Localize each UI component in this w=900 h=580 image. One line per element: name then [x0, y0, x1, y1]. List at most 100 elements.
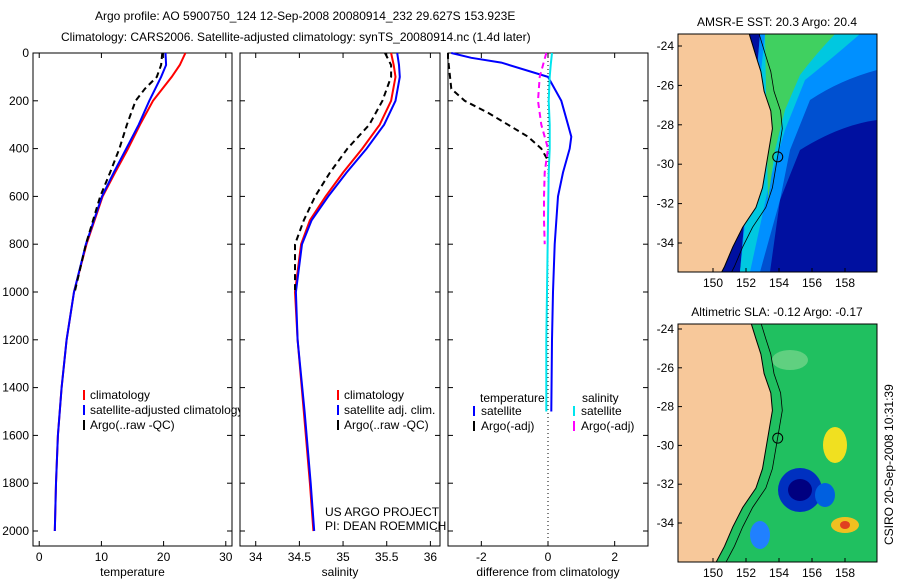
lat-tick-label: -26	[657, 78, 675, 92]
lat-tick-label: -28	[657, 400, 675, 414]
lat-tick-label: -24	[657, 39, 675, 53]
series-line-satellite-adjusted-climatology	[53, 52, 168, 532]
eddy-warm-core	[840, 521, 850, 529]
lon-tick-label: 158	[835, 566, 855, 580]
series-line-salinity-satellite	[545, 52, 553, 412]
map-sst-title: AMSR-E SST: 20.3 Argo: 20.4	[697, 15, 857, 29]
x-tick-label: 2	[611, 550, 618, 564]
x-tick-label: 30	[219, 550, 233, 564]
eddy-cold-3	[750, 521, 770, 549]
x-axis-label: salinity	[322, 565, 359, 579]
legend-entry: climatology	[90, 388, 150, 402]
lat-tick-label: -24	[657, 322, 675, 336]
map-content	[678, 324, 877, 562]
x-tick-label: 35.5	[375, 550, 399, 564]
legend-title-salinity: salinity	[582, 391, 619, 405]
lat-tick-label: -34	[657, 236, 675, 250]
credit-label: CSIRO 20-Sep-2008 10:31:39	[882, 384, 896, 545]
legend-swatch	[573, 421, 575, 431]
y-tick-label: 600	[9, 189, 29, 203]
map-frame	[677, 323, 878, 563]
lat-tick-label: -26	[657, 361, 675, 375]
ocean-warmest	[765, 34, 835, 200]
legend-swatch	[473, 421, 475, 431]
series-line-temperature-satellite	[451, 52, 573, 412]
x-tick-label: 0	[545, 550, 552, 564]
x-tick-label: 0	[36, 550, 43, 564]
lon-tick-label: 154	[769, 566, 789, 580]
y-tick-label: 200	[9, 94, 29, 108]
y-tick-label: 1600	[2, 428, 29, 442]
axes-box	[239, 52, 441, 547]
legend-entry: Argo(-adj)	[481, 419, 534, 433]
legend-entry: climatology	[344, 388, 404, 402]
y-tick-label: 1800	[2, 476, 29, 490]
legend-swatch	[83, 420, 85, 430]
isobath	[731, 34, 783, 272]
axes-box	[447, 52, 649, 547]
y-tick-label: 1200	[2, 333, 29, 347]
eddy-cold-2	[815, 483, 835, 507]
legend-entry: satellite-adjusted climatology	[90, 403, 243, 417]
y-tick-label: 1400	[2, 381, 29, 395]
y-tick-label: 400	[9, 142, 29, 156]
title-line-2: Climatology: CARS2006. Satellite-adjuste…	[61, 30, 531, 44]
plots-group: 0 10 20 30020040060080010001200140016001800…	[2, 33, 878, 580]
map-sla-title: Altimetric SLA: -0.12 Argo: -0.17	[691, 305, 863, 319]
legend-swatch	[573, 406, 575, 416]
lon-tick-label: 152	[736, 566, 756, 580]
lon-tick-label: 158	[835, 276, 855, 290]
lon-tick-label: 150	[703, 276, 723, 290]
legend-entry: satellite	[481, 404, 522, 418]
lat-tick-label: -30	[657, 438, 675, 452]
series-line-argo-raw-qc-	[73, 52, 164, 293]
lat-tick-label: -32	[657, 477, 675, 491]
x-tick-label: 35	[336, 550, 350, 564]
profile-panel-2: 34 34.5 35 35.5 36 salinity climatologysatelli…	[239, 52, 441, 579]
title-line-1: Argo profile: AO 5900750_124 12-Sep-2008…	[95, 9, 515, 23]
lon-tick-label: 150	[703, 566, 723, 580]
lon-tick-label: 152	[736, 276, 756, 290]
argo-location-marker	[772, 432, 784, 444]
land	[678, 34, 773, 272]
isobath	[725, 324, 783, 562]
lat-tick-label: -28	[657, 118, 675, 132]
x-tick-label: 34.5	[288, 550, 312, 564]
series-line-argo-raw-qc-	[294, 52, 393, 292]
profile-panel-1: 0 10 20 30 0 200 400 600 800 1000 1200 1400 1600 1800…	[2, 46, 243, 579]
y-tick-label: 1000	[2, 285, 29, 299]
x-tick-label: 36	[424, 550, 438, 564]
map-sst: 150 152 154 156 158 -24 -26 -28 -30 -32 -34	[657, 33, 878, 290]
coastline	[721, 34, 773, 272]
legend-title-temperature: temperature	[480, 391, 545, 405]
x-tick-label: 34	[249, 550, 263, 564]
lon-tick-label: 156	[802, 566, 822, 580]
lat-tick-label: -32	[657, 197, 675, 211]
legend-swatch	[337, 420, 339, 430]
axes-box	[32, 52, 233, 547]
legend-swatch	[337, 405, 339, 415]
legend-entry: Argo(-adj)	[581, 419, 634, 433]
legend-entry: satellite	[581, 404, 622, 418]
x-axis-label: temperature	[100, 565, 165, 579]
y-tick-label: 800	[9, 237, 29, 251]
map-frame	[677, 33, 878, 273]
legend-entry: satellite adj. clim.	[344, 403, 435, 417]
coastline	[715, 324, 773, 562]
x-tick-label: -2	[476, 550, 487, 564]
y-tick-label: 0	[22, 46, 29, 60]
pi-label: PI: DEAN ROEMMICH	[325, 519, 446, 533]
legend-entry: Argo(..raw -QC)	[90, 418, 175, 432]
sla-patch	[772, 350, 808, 370]
series-line-satellite-adj-clim-	[294, 52, 401, 532]
map-sla: 150 152 154 156 158 -24 -26 -28 -30 -32 -34	[657, 322, 878, 580]
project-label: US ARGO PROJECT	[325, 505, 440, 519]
legend-swatch	[337, 390, 339, 400]
x-tick-label: 10	[95, 550, 109, 564]
legend-swatch	[473, 406, 475, 416]
legend-swatch	[83, 390, 85, 400]
eddy-core	[788, 479, 812, 501]
